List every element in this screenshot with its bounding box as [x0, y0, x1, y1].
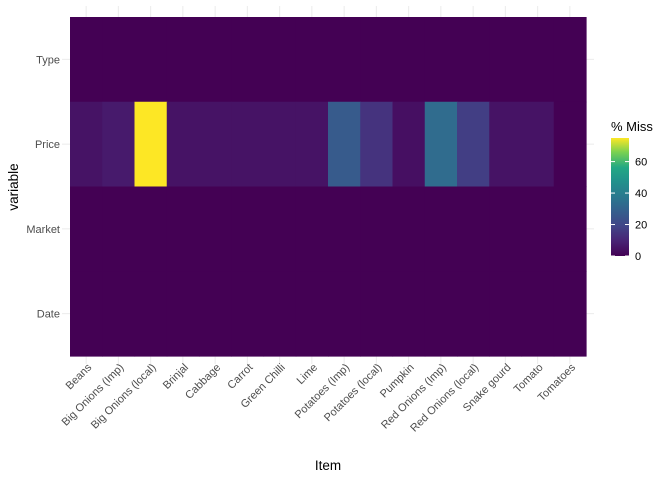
heatmap-cell — [70, 101, 103, 188]
heatmap-cell — [295, 101, 329, 188]
x-tick-label: Potatoes (local) — [322, 362, 385, 425]
heatmap-cell — [166, 17, 200, 103]
heatmap-cell — [199, 17, 232, 103]
heatmap-cell — [392, 271, 426, 357]
legend-title: % Miss — [611, 119, 653, 134]
heatmap-cell — [263, 101, 297, 188]
heatmap-cell — [521, 186, 555, 272]
heatmap-cell — [102, 101, 136, 188]
x-tick-label: Brinjal — [161, 362, 191, 392]
color-legend: % Miss 0 20 40 60 — [611, 119, 653, 263]
y-tick-label: Market — [26, 224, 60, 236]
heatmap-cell — [70, 186, 103, 272]
heatmap-cell — [424, 101, 458, 188]
heatmap-cell — [553, 271, 587, 357]
heatmap-cell — [521, 101, 555, 188]
heatmap-cell — [70, 17, 103, 103]
heatmap-cell — [457, 271, 490, 357]
legend-tick-label: 60 — [635, 157, 647, 169]
heatmap-cell — [70, 271, 103, 357]
heatmap-cell — [521, 17, 555, 103]
heatmap-cell — [328, 186, 361, 272]
heatmap-cell — [424, 17, 458, 103]
heatmap-cell — [134, 186, 168, 272]
y-tick-label: Price — [35, 139, 60, 151]
heatmap-cell — [457, 186, 490, 272]
heatmap-cell — [392, 101, 426, 188]
heatmap-cell — [328, 17, 361, 103]
legend-tick-label: 0 — [635, 251, 641, 263]
heatmap-cell — [199, 101, 232, 188]
x-axis-title: Item — [315, 458, 341, 473]
heatmap-cell — [263, 17, 297, 103]
heatmap-cell — [424, 271, 458, 357]
heatmap-cell — [360, 186, 394, 272]
heatmap-cell — [263, 186, 297, 272]
heatmap-cell — [457, 17, 490, 103]
legend-ticks: 0 20 40 60 — [611, 157, 647, 263]
heatmap-cell — [295, 17, 329, 103]
heatmap-cell — [457, 101, 490, 188]
heatmap-cell — [102, 17, 136, 103]
y-tick-label: Type — [36, 54, 60, 66]
heatmap-cell — [134, 101, 168, 188]
heatmap-cell — [360, 101, 394, 188]
x-tick-label: Lime — [295, 362, 320, 387]
heatmap-cell — [328, 101, 361, 188]
heatmap-cell — [102, 271, 136, 357]
heatmap-cell — [489, 271, 523, 357]
heatmap-cell — [360, 17, 394, 103]
x-tick-label: Cabbage — [183, 362, 223, 402]
heatmap-cell — [134, 271, 168, 357]
heatmap-cell — [231, 101, 265, 188]
heatmap-cell — [489, 101, 523, 188]
legend-tick-label: 20 — [635, 220, 647, 232]
x-tick-label: Carrot — [225, 362, 255, 392]
heatmap-cell — [553, 186, 587, 272]
heatmap-cell — [328, 271, 361, 357]
heatmap-cell — [231, 17, 265, 103]
heatmap-cell — [166, 271, 200, 357]
y-axis-title: variable — [6, 163, 21, 210]
heatmap-cell — [360, 271, 394, 357]
heatmap-cell — [166, 186, 200, 272]
y-tick-label: Date — [37, 309, 60, 321]
heatmap-cell — [295, 271, 329, 357]
x-tick-label: Beans — [64, 361, 95, 392]
heatmap-cell — [392, 186, 426, 272]
heatmap-cell — [231, 271, 265, 357]
heatmap-cell — [102, 186, 136, 272]
heatmap-cell — [199, 271, 232, 357]
heatmap-cell — [134, 17, 168, 103]
heatmap-cell — [199, 186, 232, 272]
heatmap-cell — [392, 17, 426, 103]
heatmap-cell — [553, 101, 587, 188]
legend-tick-label: 40 — [635, 188, 647, 200]
y-tick-labels: Type Price Market Date — [26, 54, 60, 320]
heatmap-cell — [553, 17, 587, 103]
heatmap-cell — [489, 186, 523, 272]
heatmap-tiles — [70, 17, 587, 357]
heatmap-cell — [231, 186, 265, 272]
heatmap-cell — [424, 186, 458, 272]
legend-colorbar — [611, 138, 629, 256]
heatmap-cell — [263, 271, 297, 357]
heatmap-cell — [166, 101, 200, 188]
heatmap-cell — [521, 271, 555, 357]
heatmap-cell — [489, 17, 523, 103]
heatmap-cell — [295, 186, 329, 272]
